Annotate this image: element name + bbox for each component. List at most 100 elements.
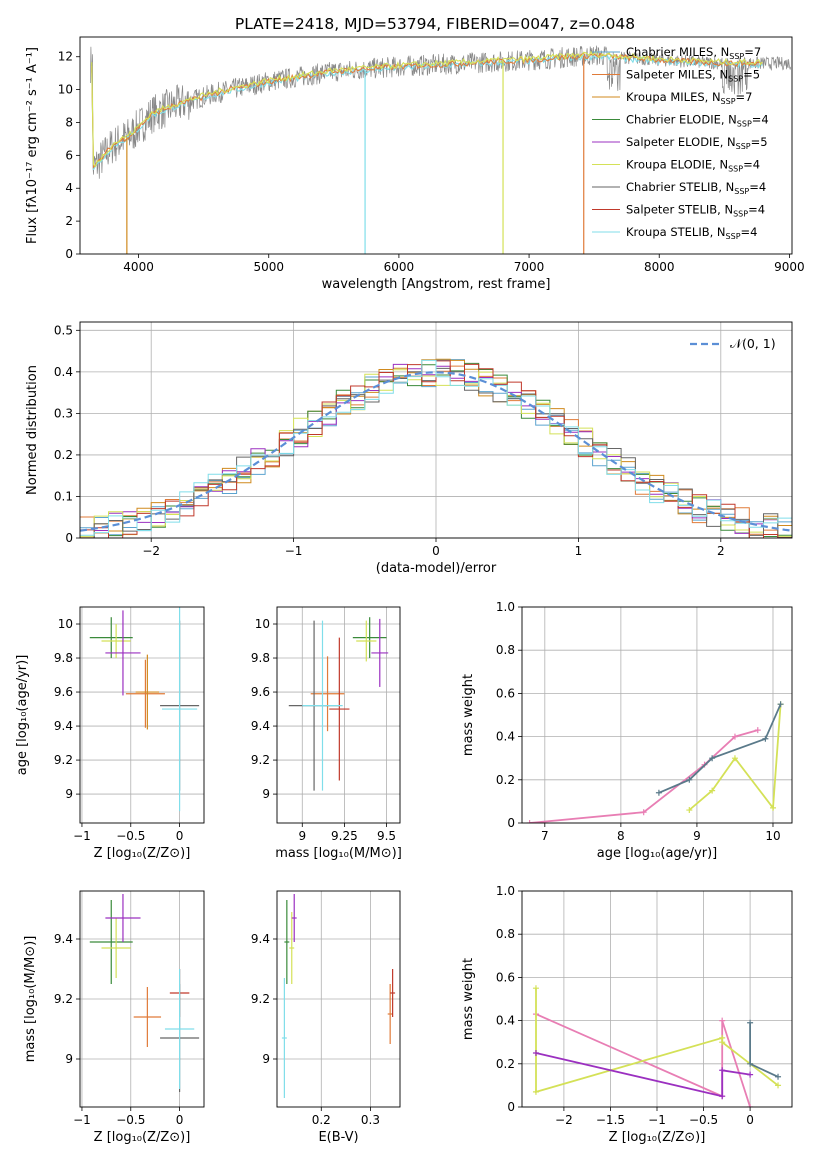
legend-entry: Salpeter ELODIE, NSSP=5	[626, 135, 768, 151]
age-massweight-panel: 7 8 9 10 0 0.2 0.4 0.6 0.8 1.0 age [log₁₀(age/yr)]…	[461, 600, 793, 861]
legend-value: =5	[743, 68, 760, 82]
y-axis-label: mass weight	[461, 958, 476, 1040]
legend-text: Kroupa STELIB, N	[626, 225, 726, 239]
legend-subscript: SSP	[726, 232, 741, 241]
y-tick-label: 9	[262, 1052, 270, 1066]
x-axis-label: age [log₁₀(age/yr)]	[597, 846, 718, 861]
x-tick-label: 4000	[123, 260, 154, 274]
metallicity-massweight-panel: −2 −1.5 −1 −0.5 0 0 0.2 0.4 0.6 0.8 1.0 Z [log₁₀(Z/…	[461, 884, 793, 1145]
y-axis-label: Flux [fλ10⁻¹⁷ erg cm⁻² s⁻¹ A⁻¹]	[25, 47, 40, 244]
y-tick-label: 0.2	[54, 448, 73, 462]
legend-value: =4	[741, 225, 758, 239]
x-tick-label: 10	[765, 829, 780, 843]
weight-point-marker	[777, 701, 784, 708]
weight-point-marker	[709, 755, 716, 762]
legend-text: Salpeter ELODIE, N	[626, 135, 736, 149]
plot-area	[281, 894, 396, 1098]
y-tick-label: 9.2	[54, 992, 73, 1006]
legend-entry: Kroupa MILES, NSSP=7	[626, 90, 752, 106]
x-tick-label: 9.5	[377, 829, 396, 843]
axes-frame	[276, 606, 401, 824]
y-tick-label: 9.2	[54, 753, 73, 767]
x-tick-label: 1	[575, 544, 583, 558]
weight-point-marker	[719, 1093, 726, 1100]
legend-subscript: SSP	[728, 75, 743, 84]
y-tick-label: 9.4	[54, 932, 73, 946]
weight-point-marker	[719, 1039, 726, 1046]
legend-subscript: SSP	[733, 210, 748, 219]
weight-point-marker	[719, 1067, 726, 1074]
legend-subscript: SSP	[737, 120, 752, 129]
x-axis-label: Z [log₁₀(Z/Z⊙)]	[94, 846, 191, 861]
mass-age-panel: 9 9.25 9.5 9 9.2 9.4 9.6 9.8 10 mass [log₁₀(M/M⊙)…	[251, 606, 402, 861]
x-tick-label: −1.5	[596, 1113, 625, 1127]
axes-frame	[521, 890, 793, 1108]
plot-area	[526, 701, 784, 823]
x-axis-label: Z [log₁₀(Z/Z⊙)]	[94, 1130, 191, 1145]
legend-entry: Kroupa STELIB, NSSP=4	[626, 225, 757, 241]
legend-entry: Salpeter STELIB, NSSP=4	[626, 203, 765, 219]
legend-subscript: SSP	[734, 187, 749, 196]
metallicity-mass-panel: −1 −0.5 0 9 9.2 9.4 Z [log₁₀(Z/Z⊙)] mass [log₁₀…	[23, 890, 205, 1145]
weight-point-marker	[719, 1017, 726, 1024]
x-tick-label: −1	[648, 1113, 666, 1127]
axes-frame	[521, 606, 793, 824]
weight-point-marker	[747, 1060, 754, 1067]
y-tick-label: 6	[65, 148, 73, 162]
legend-entry: Chabrier STELIB, NSSP=4	[626, 180, 766, 196]
y-tick-label: 9.2	[251, 753, 270, 767]
legend-subscript: SSP	[729, 52, 744, 61]
weight-point-marker	[532, 1088, 539, 1095]
ebv-mass-panel: 0.2 0.3 9 9.2 9.4 E(B-V)	[251, 890, 401, 1145]
y-tick-label: 0.6	[496, 970, 515, 984]
y-tick-label: 10	[58, 617, 73, 631]
x-tick-label: −2	[555, 1113, 573, 1127]
legend-value: =5	[751, 135, 768, 149]
legend-value: =7	[744, 45, 761, 59]
x-axis-label: (data-model)/error	[376, 561, 497, 576]
legend-value: =7	[736, 90, 753, 104]
weight-point-marker	[731, 733, 738, 740]
legend-text: Chabrier STELIB, N	[626, 180, 734, 194]
y-tick-label: 0	[65, 247, 73, 261]
y-tick-label: 9.4	[54, 719, 73, 733]
weight-point-marker	[686, 776, 693, 783]
legend-value: =4	[749, 180, 766, 194]
x-tick-label: 0	[176, 1113, 184, 1127]
y-axis-label: age [log₁₀(age/yr)]	[15, 655, 30, 776]
legend-subscript: SSP	[728, 165, 743, 174]
axes-frame	[79, 606, 205, 824]
x-tick-label: −2	[142, 544, 160, 558]
x-tick-label: −0.5	[116, 829, 145, 843]
y-axis-label: Normed distribution	[25, 365, 40, 495]
legend-value: =4	[743, 158, 760, 172]
legend-value: =4	[748, 203, 765, 217]
x-tick-label: 9.25	[331, 829, 358, 843]
y-tick-label: 9.6	[251, 685, 270, 699]
legend-entry: Chabrier MILES, NSSP=7	[626, 45, 761, 61]
legend-text: Chabrier MILES, N	[626, 45, 729, 59]
weight-point-marker	[775, 1073, 782, 1080]
x-tick-label: 9000	[774, 260, 805, 274]
x-tick-label: 9	[693, 829, 701, 843]
plot-area	[89, 607, 200, 812]
y-tick-label: 12	[58, 50, 73, 64]
x-tick-label: 0.2	[312, 1113, 331, 1127]
y-tick-label: 9.8	[54, 651, 73, 665]
axes-frame	[79, 321, 793, 539]
y-tick-label: 0.8	[496, 643, 515, 657]
weight-point-marker	[762, 735, 769, 742]
y-tick-label: 0.2	[496, 1057, 515, 1071]
normal-curve-line	[80, 371, 792, 532]
x-tick-label: −0.5	[116, 1113, 145, 1127]
x-tick-label: 2	[717, 544, 725, 558]
figure-title: PLATE=2418, MJD=53794, FIBERID=0047, z=0…	[235, 15, 635, 33]
legend-text: Salpeter MILES, N	[626, 68, 728, 82]
y-tick-label: 0.4	[54, 365, 73, 379]
y-tick-label: 4	[65, 181, 73, 195]
y-tick-label: 9.4	[251, 932, 270, 946]
y-tick-label: 0	[507, 816, 515, 830]
weight-series-line	[529, 729, 759, 823]
legend-entry: Chabrier ELODIE, NSSP=4	[626, 113, 769, 129]
y-tick-label: 9.2	[251, 992, 270, 1006]
